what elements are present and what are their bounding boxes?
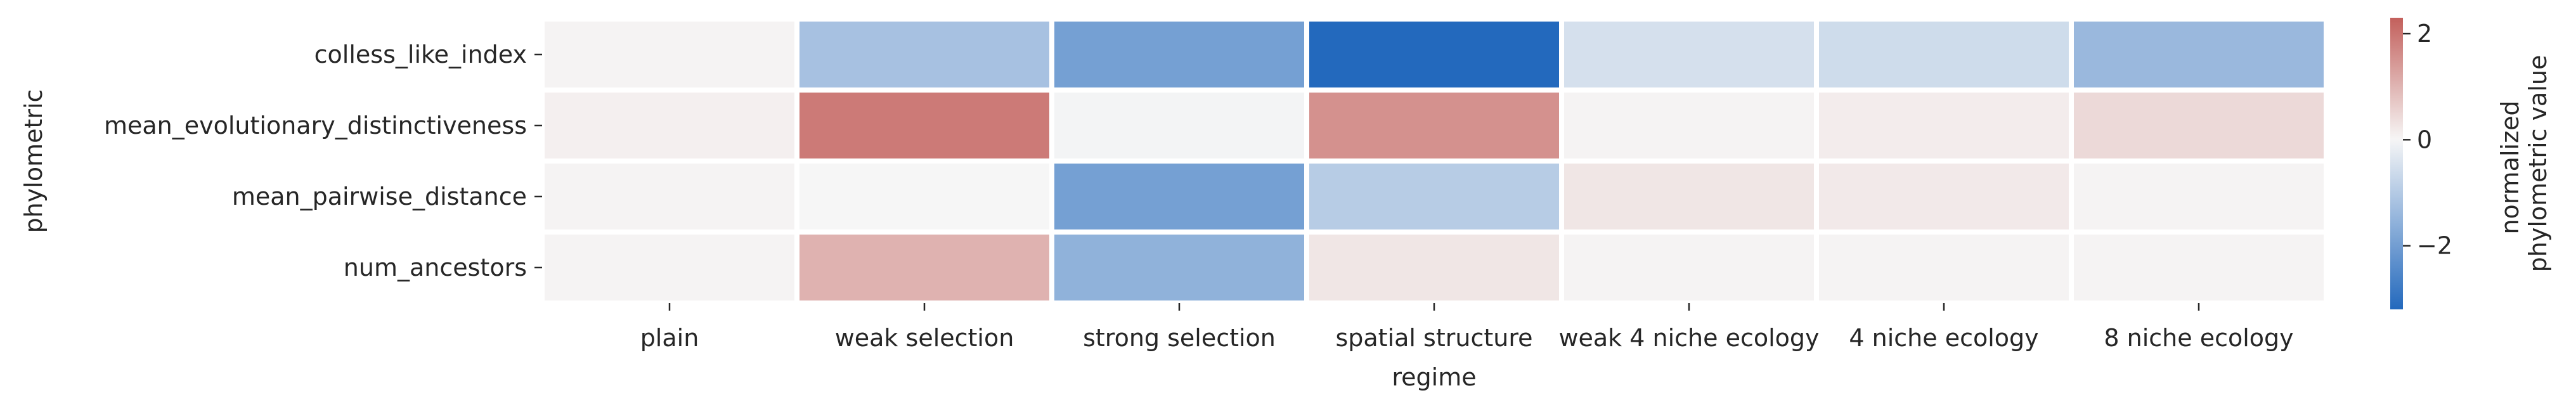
x-tick-label: 4 niche ecology [1849,324,2038,352]
heatmap-cell [1054,164,1304,229]
heatmap-cell [799,93,1049,158]
x-tick-label: weak 4 niche ecology [1558,324,1819,352]
colorbar-gradient [2390,18,2403,309]
x-tick-label: 8 niche ecology [2104,324,2293,352]
heatmap-cell [1564,235,1814,300]
heatmap-cell [1564,22,1814,87]
x-tick-label: strong selection [1083,324,1276,352]
y-tick-label: colless_like_index [314,41,527,68]
heatmap-cell [1309,235,1559,300]
x-tick-label: weak selection [835,324,1014,352]
x-tick-label: spatial structure [1335,324,1532,352]
heatmap-cell [1819,93,2069,158]
heatmap-cell [1309,164,1559,229]
heatmap-cell [799,164,1049,229]
colorbar-label-line-2: phylometric value [2524,55,2552,273]
colorbar: 2 0 −2 normalized phylometric value [2390,18,2552,309]
heatmap-cell [545,235,794,300]
heatmap-cell [2074,235,2324,300]
heatmap-cell [1054,93,1304,158]
heatmap-cell [1054,22,1304,87]
heatmap-cell [1054,235,1304,300]
y-tick-label: mean_evolutionary_distinctiveness [104,112,527,139]
y-axis: colless_like_index mean_evolutionary_dist… [104,41,542,281]
colorbar-tick-label: 0 [2417,126,2432,153]
heatmap-cell [1564,93,1814,158]
colorbar-label-line-1: normalized [2496,100,2524,234]
heatmap-cell [1819,22,2069,87]
heatmap-cells [545,22,2324,300]
heatmap-cell [1564,164,1814,229]
heatmap-cell [2074,164,2324,229]
y-axis-label: phylometric [20,89,48,233]
heatmap-cell [545,93,794,158]
heatmap-cell [1309,93,1559,158]
y-tick-label: mean_pairwise_distance [232,183,527,210]
heatmap-cell [799,235,1049,300]
colorbar-tick-label: 2 [2417,20,2432,48]
heatmap-cell [545,22,794,87]
x-axis: plain weak selection strong selection spati… [640,303,2294,352]
heatmap-cell [545,164,794,229]
heatmap-cell [1819,235,2069,300]
x-axis-label: regime [1392,363,1476,391]
colorbar-ticks: 2 0 −2 [2403,20,2452,260]
heatmap-cell [1819,164,2069,229]
y-tick-label: num_ancestors [344,254,527,281]
heatmap-cell [2074,22,2324,87]
x-tick-label: plain [640,324,699,352]
colorbar-label: normalized phylometric value [2496,55,2552,273]
heatmap-cell [799,22,1049,87]
colorbar-tick-label: −2 [2417,232,2452,260]
heatmap-cell [2074,93,2324,158]
heatmap-cell [1309,22,1559,87]
